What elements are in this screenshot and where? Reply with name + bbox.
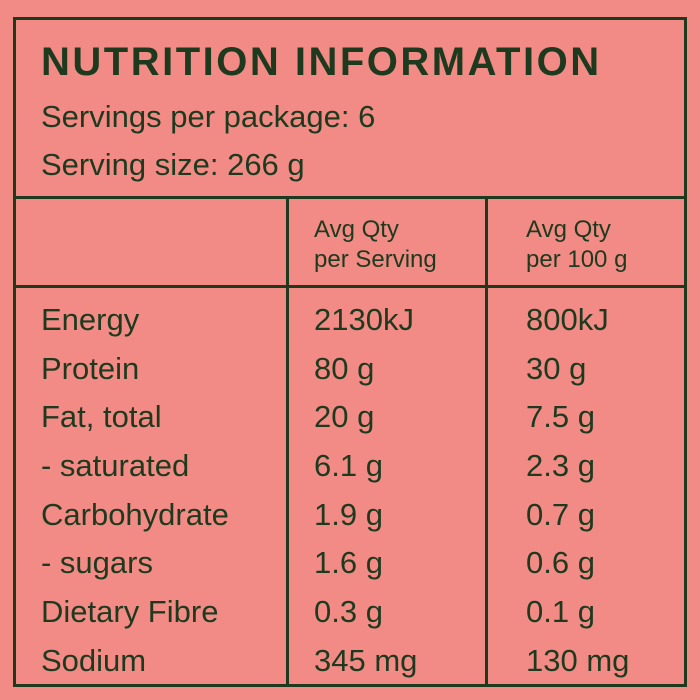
table-row: Energy 2130kJ 800kJ	[16, 298, 684, 347]
per-serving-value: 0.3 g	[314, 594, 383, 630]
nutrient-name: Carbohydrate	[41, 496, 229, 532]
nutrient-name: - sugars	[41, 545, 153, 581]
table-row: - sugars 1.6 g 0.6 g	[16, 541, 684, 590]
per-serving-value: 80 g	[314, 350, 375, 386]
column-header-line: Avg Qty	[314, 216, 399, 243]
per-serving-value: 6.1 g	[314, 448, 383, 484]
per-100g-value: 0.7 g	[526, 496, 595, 532]
table-row: Dietary Fibre 0.3 g 0.1 g	[16, 590, 684, 639]
per-100g-value: 2.3 g	[526, 448, 595, 484]
servings-per-package: Servings per package: 6	[41, 99, 376, 134]
per-100g-value: 800kJ	[526, 302, 609, 337]
per-serving-value: 345 mg	[314, 642, 418, 678]
per-100g-value: 130 mg	[526, 642, 630, 678]
column-header-per-serving: Avg Qty per Serving	[314, 215, 437, 275]
nutrient-name: - saturated	[41, 448, 190, 484]
per-100g-value: 0.1 g	[526, 594, 595, 630]
header-row-divider	[16, 285, 684, 288]
nutrient-rows: Energy 2130kJ 800kJ Protein 80 g 30 g Fa…	[16, 298, 684, 688]
per-serving-value: 20 g	[314, 399, 375, 435]
table-row: - saturated 6.1 g 2.3 g	[16, 444, 684, 493]
nutrient-name: Dietary Fibre	[41, 594, 219, 630]
column-header-line: Avg Qty	[526, 216, 611, 243]
nutrient-name: Protein	[41, 350, 140, 386]
nutrition-header: NUTRITION INFORMATION Servings per packa…	[16, 20, 684, 199]
per-100g-value: 7.5 g	[526, 399, 595, 435]
serving-size: Serving size: 266 g	[41, 147, 305, 182]
column-header-per-100g: Avg Qty per 100 g	[526, 215, 627, 275]
per-serving-value: 1.6 g	[314, 545, 383, 581]
panel-title: NUTRITION INFORMATION	[41, 40, 602, 84]
nutrient-name: Energy	[41, 302, 140, 337]
nutrition-table: Avg Qty per Serving Avg Qty per 100 g En…	[16, 199, 684, 684]
table-row: Carbohydrate 1.9 g 0.7 g	[16, 493, 684, 542]
table-row: Sodium 345 mg 130 mg	[16, 639, 684, 688]
column-divider-2	[485, 199, 488, 684]
nutrient-name: Fat, total	[41, 399, 162, 435]
table-row: Fat, total 20 g 7.5 g	[16, 395, 684, 444]
table-row: Protein 80 g 30 g	[16, 347, 684, 396]
nutrient-name: Sodium	[41, 642, 147, 678]
column-header-line: per Serving	[314, 246, 437, 273]
per-serving-value: 1.9 g	[314, 496, 383, 532]
per-100g-value: 30 g	[526, 350, 587, 386]
nutrition-panel: NUTRITION INFORMATION Servings per packa…	[13, 17, 687, 687]
per-serving-value: 2130kJ	[314, 302, 414, 337]
column-divider-1	[286, 199, 289, 684]
per-100g-value: 0.6 g	[526, 545, 595, 581]
column-header-line: per 100 g	[526, 246, 628, 273]
